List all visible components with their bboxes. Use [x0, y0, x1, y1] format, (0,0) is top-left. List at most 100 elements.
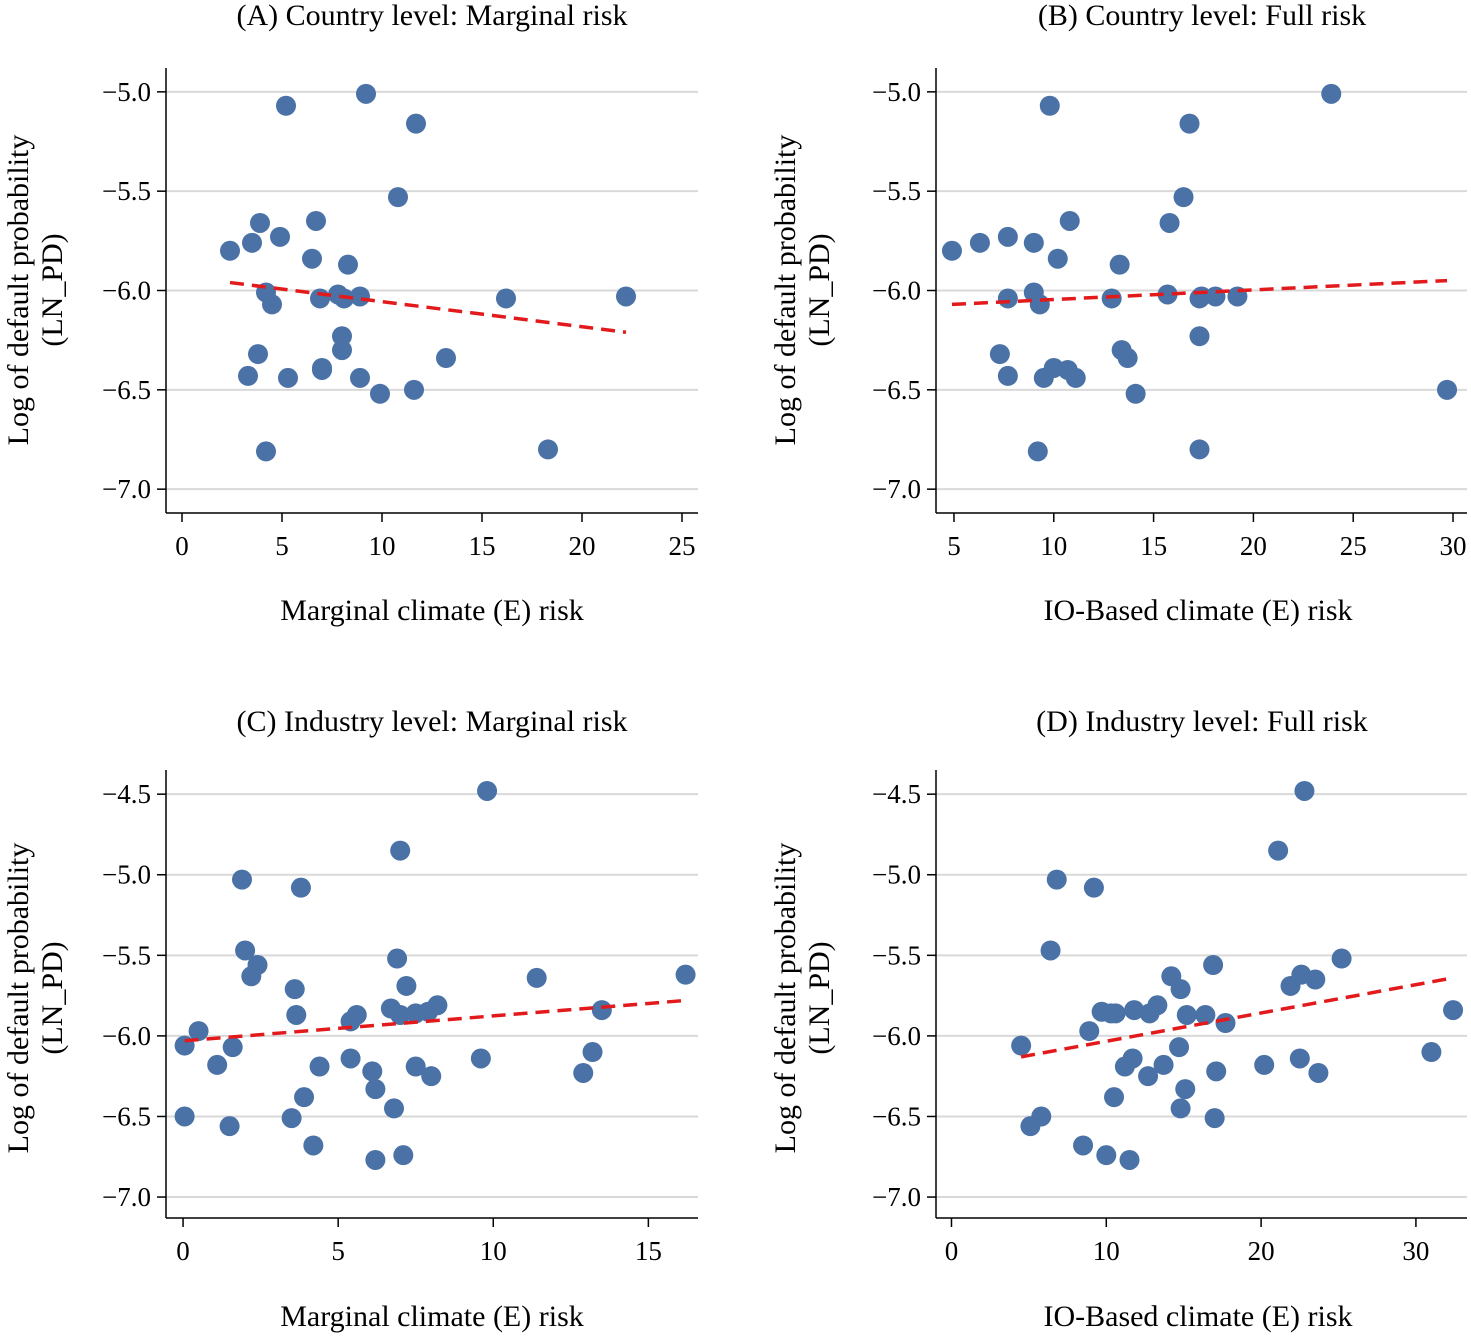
- panel-d-ytick-label: −7.0: [872, 1182, 921, 1212]
- data-point: [1170, 979, 1191, 1000]
- data-point: [338, 254, 358, 275]
- panel-c-ytick-label: −5.0: [102, 860, 151, 890]
- panel-b-xtick-label: 15: [1140, 531, 1167, 561]
- panel-a-title: (A) Country level: Marginal risk: [236, 0, 627, 32]
- data-point: [310, 288, 330, 309]
- data-point: [309, 1056, 330, 1077]
- data-point: [1031, 1106, 1052, 1127]
- panel-b-xtick-label: 30: [1440, 531, 1467, 561]
- panel-d-ytick-label: −6.0: [872, 1021, 921, 1051]
- panel-a-xtick-label: 0: [175, 531, 189, 561]
- panel-d-xtick-label: 10: [1093, 1236, 1120, 1266]
- data-point: [1176, 1004, 1197, 1025]
- data-point: [1294, 780, 1315, 801]
- data-point: [1173, 187, 1194, 208]
- data-point: [1205, 286, 1226, 307]
- data-point: [1083, 877, 1104, 898]
- panel-a-ylabel-line2: (LN_PD): [36, 233, 69, 346]
- data-point: [1109, 254, 1130, 275]
- data-point: [238, 365, 258, 386]
- data-point: [997, 365, 1018, 386]
- data-point: [365, 1149, 386, 1170]
- panel-b-fitted-line: [951, 278, 1448, 307]
- panel-d-ytick-label: −6.5: [872, 1101, 921, 1131]
- data-point: [1189, 439, 1210, 460]
- data-point: [346, 1004, 367, 1025]
- data-point: [390, 1004, 411, 1025]
- data-point: [1254, 1054, 1275, 1075]
- panel-b-ytick-label: −7.0: [872, 474, 921, 504]
- panel-c-xtick-label: 5: [331, 1236, 345, 1266]
- data-point: [332, 326, 352, 347]
- panel-b-ytick-label: −5.0: [872, 77, 921, 107]
- data-point: [332, 340, 352, 361]
- data-point: [1443, 1000, 1464, 1021]
- panel-c-ytick-label: −6.5: [102, 1101, 151, 1131]
- data-point: [1125, 383, 1146, 404]
- panel-c-ytick-label: −7.0: [102, 1182, 151, 1212]
- data-point: [250, 212, 270, 233]
- data-point: [1065, 367, 1086, 388]
- data-point: [405, 1056, 426, 1077]
- panel-d-ytick-label: −5.0: [872, 860, 921, 890]
- data-point: [232, 869, 252, 890]
- data-point: [242, 232, 262, 253]
- data-point: [1206, 1061, 1227, 1082]
- data-point: [1079, 1021, 1100, 1042]
- panel-a-country-marginal: (A) Country level: Marginal risk Margina…: [2, 0, 698, 627]
- panel-a-ytick-label: −6.0: [102, 276, 151, 306]
- data-point: [387, 948, 408, 969]
- panel-b-country-full: (B) Country level: Full risk IO-Based cl…: [769, 0, 1467, 627]
- data-point: [276, 95, 296, 116]
- data-point: [477, 780, 498, 801]
- panel-d-title: (D) Industry level: Full risk: [1036, 705, 1368, 738]
- data-point: [370, 383, 390, 404]
- data-point: [1138, 1066, 1159, 1087]
- data-point: [421, 1066, 442, 1087]
- panel-a-xtick-label: 20: [569, 531, 596, 561]
- panel-d-industry-full: (D) Industry level: Full risk IO-Based c…: [769, 705, 1467, 1333]
- panel-c-ylabel-line1: Log of default probability: [2, 843, 35, 1154]
- data-point: [1039, 95, 1060, 116]
- panel-b-ytick-label: −5.5: [872, 176, 921, 206]
- panel-c-ytick-label: −4.5: [102, 779, 151, 809]
- data-point: [1153, 1054, 1174, 1075]
- data-point: [388, 187, 408, 208]
- panel-c-xtick-label: 10: [480, 1236, 507, 1266]
- data-point: [302, 248, 322, 269]
- panel-c-points: [174, 780, 696, 1170]
- panel-d-xtick-label: 0: [945, 1236, 959, 1266]
- data-point: [969, 232, 990, 253]
- data-point: [1105, 1003, 1126, 1024]
- panel-d-xtick-label: 30: [1402, 1236, 1429, 1266]
- panel-a-xtick-label: 25: [669, 531, 696, 561]
- panel-a-ytick-label: −7.0: [102, 474, 151, 504]
- data-point: [1195, 1004, 1216, 1025]
- data-point: [362, 1061, 383, 1082]
- data-point: [350, 367, 370, 388]
- data-point: [340, 1048, 361, 1069]
- data-point: [284, 979, 305, 1000]
- panel-b-xtick-label: 5: [947, 531, 961, 561]
- panel-d-ytick-label: −5.5: [872, 940, 921, 970]
- data-point: [1203, 954, 1224, 975]
- data-point: [1305, 969, 1326, 990]
- panel-b-ylabel-line1: Log of default probability: [769, 135, 802, 446]
- data-point: [1124, 1000, 1145, 1021]
- data-point: [496, 288, 516, 309]
- data-point: [616, 286, 636, 307]
- data-point: [1117, 348, 1138, 369]
- panel-c-xlabel: Marginal climate (E) risk: [280, 1300, 584, 1333]
- panel-d-points: [1011, 780, 1464, 1170]
- panel-c-title: (C) Industry level: Marginal risk: [236, 705, 627, 738]
- data-point: [1437, 379, 1458, 400]
- data-point: [941, 240, 962, 261]
- panel-b-ytick-label: −6.5: [872, 375, 921, 405]
- panel-b-xlabel: IO-Based climate (E) risk: [1043, 594, 1352, 627]
- data-point: [248, 344, 268, 365]
- data-point: [1104, 1087, 1125, 1108]
- data-point: [294, 1087, 315, 1108]
- data-point: [174, 1106, 195, 1127]
- data-point: [281, 1108, 302, 1129]
